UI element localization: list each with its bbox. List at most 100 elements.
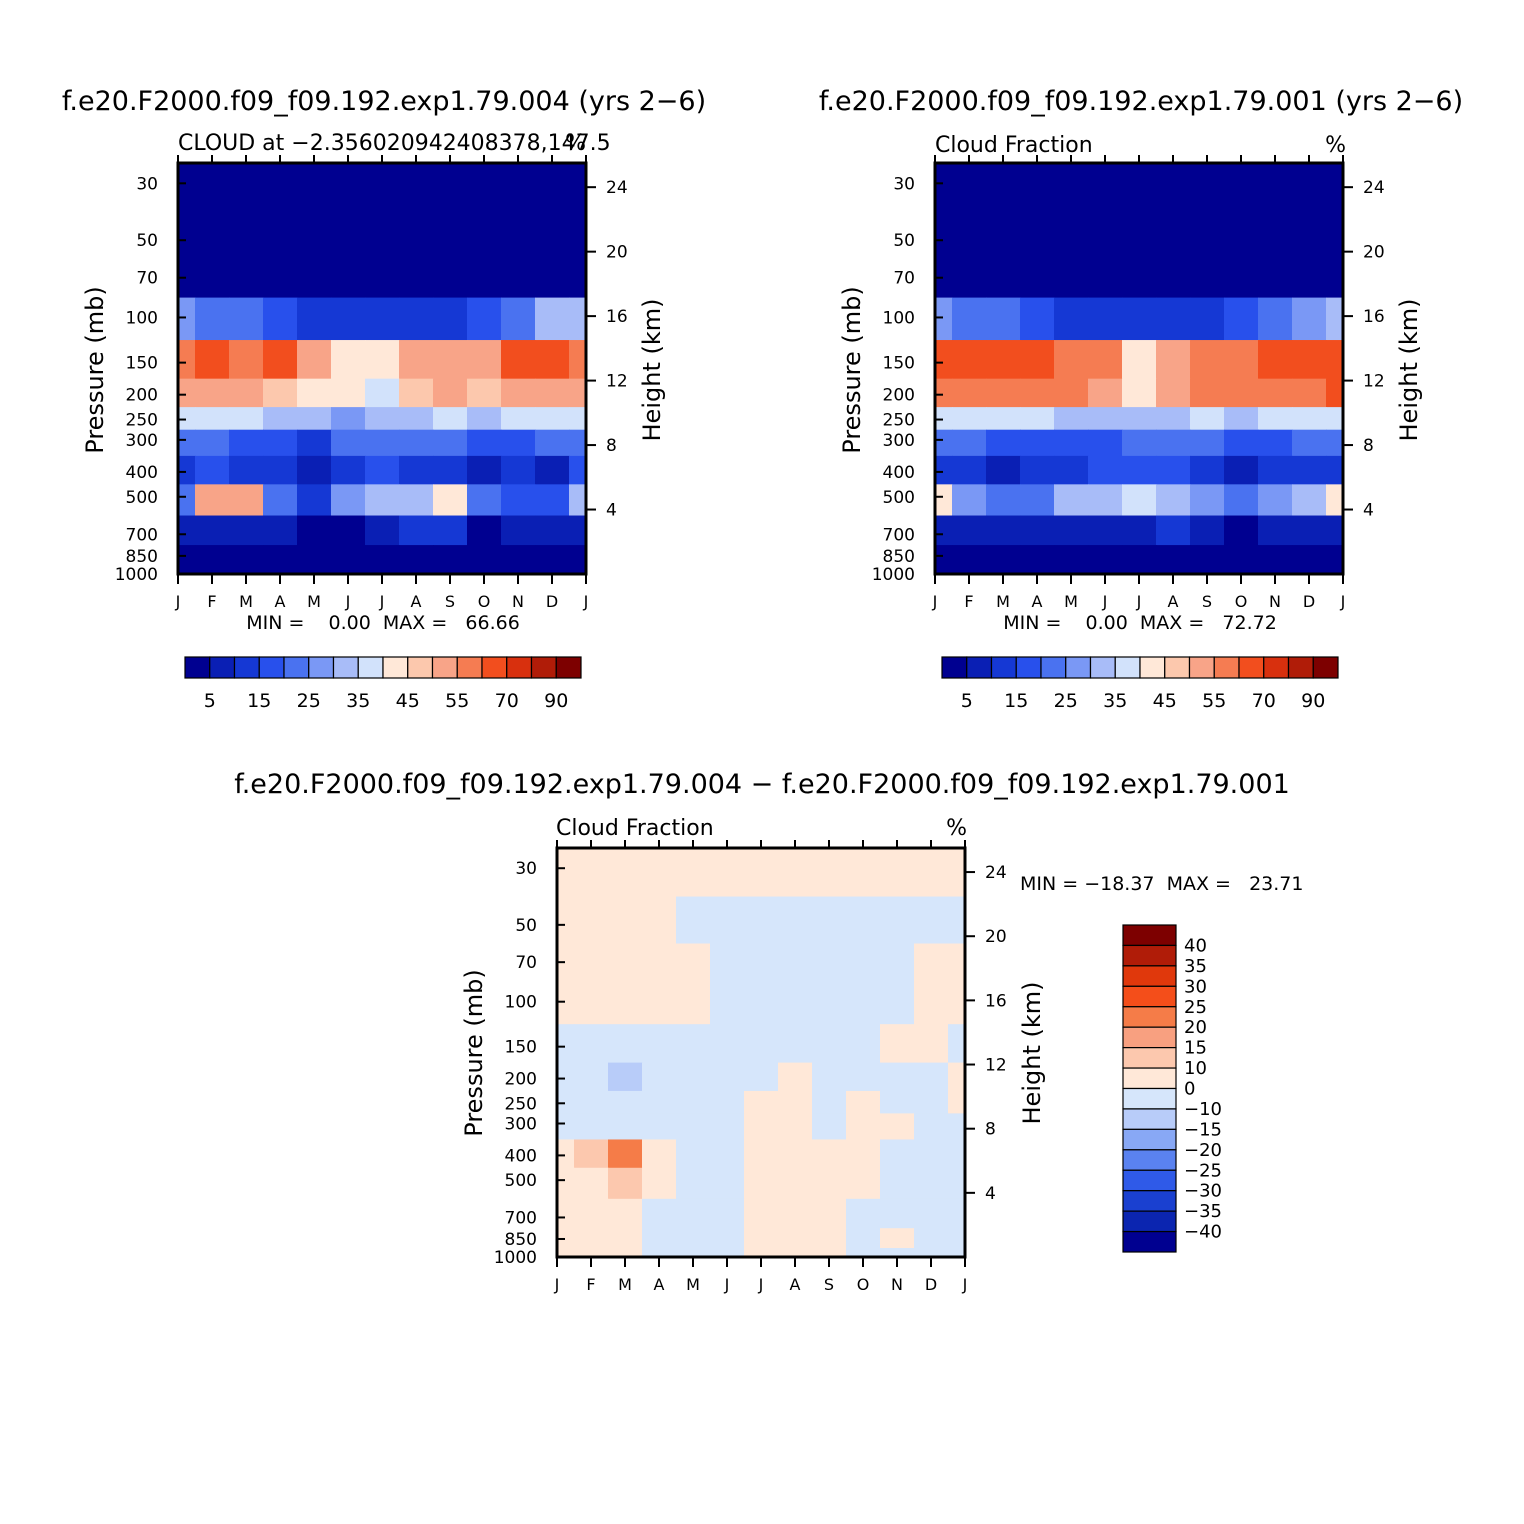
contour-cell <box>365 378 400 408</box>
month-tick-label: J <box>1136 592 1142 611</box>
contour-cell <box>1122 515 1157 546</box>
contour-cell <box>812 1113 847 1141</box>
contour-cell <box>744 1062 779 1092</box>
contour-cell <box>744 1139 779 1169</box>
contour-cell <box>535 340 570 380</box>
contour-cell <box>1020 163 1055 213</box>
height-tick-label: 16 <box>606 307 628 327</box>
contour-cell <box>1156 429 1191 457</box>
colorbar-swatch <box>506 656 533 679</box>
contour-cell <box>1156 484 1191 517</box>
month-tick-label: A <box>411 592 422 611</box>
colorbar-swatch <box>481 656 508 679</box>
contour-cell <box>948 1198 966 1229</box>
contour-cell <box>846 896 881 945</box>
contour-cell <box>365 297 400 341</box>
pressure-tick-label: 500 <box>505 1171 537 1191</box>
contour-cell <box>433 340 468 380</box>
contour-cell <box>642 981 677 1025</box>
contour-cell <box>557 1228 575 1249</box>
contour-cell <box>569 297 587 341</box>
contour-cell <box>535 484 570 517</box>
contour-cell <box>880 943 915 983</box>
contour-cell <box>365 429 400 457</box>
contour-cell <box>1292 378 1327 408</box>
contour-cell <box>744 981 779 1025</box>
contour-cell <box>1122 378 1157 408</box>
contour-cell <box>1156 378 1191 408</box>
contour-cell <box>535 455 570 485</box>
month-tick-label: J <box>932 592 938 611</box>
contour-cell <box>1224 340 1259 380</box>
contour-cell <box>744 1024 779 1064</box>
month-tick-label: J <box>554 1275 560 1294</box>
colorbar-swatch <box>1213 656 1240 679</box>
contour-cell <box>1326 455 1344 485</box>
contour-cell <box>467 429 502 457</box>
month-tick-label: S <box>824 1275 834 1294</box>
contour-cell <box>778 981 813 1025</box>
contour-cell <box>880 1228 915 1249</box>
contour-cell <box>1020 455 1055 485</box>
contour-cell <box>195 211 230 260</box>
colorbar-swatch <box>1122 1087 1177 1110</box>
contour-cell <box>1224 429 1259 457</box>
contour-cell <box>935 258 953 299</box>
contour-cell <box>178 211 196 260</box>
contour-cell <box>557 1113 575 1141</box>
contour-cell <box>608 1062 643 1092</box>
contour-cell <box>778 1024 813 1064</box>
contour-cell <box>297 211 332 260</box>
contour-cell <box>608 1247 643 1258</box>
contour-cell <box>467 297 502 341</box>
contour-cell <box>676 1198 711 1229</box>
month-tick-label: J <box>1340 592 1346 611</box>
contour-cell <box>952 564 987 575</box>
contour-cell <box>880 1024 915 1064</box>
colorbar-label: 15 <box>247 690 271 712</box>
units-label: % <box>1325 133 1346 158</box>
month-tick-label: A <box>1168 592 1179 611</box>
colorbar-label: 20 <box>1184 1017 1207 1038</box>
colorbar-swatch <box>407 656 434 679</box>
contour-cell <box>263 297 298 341</box>
contour-cell <box>569 515 587 546</box>
units-label: % <box>565 131 586 156</box>
contour-cell <box>178 515 196 546</box>
contour-cell <box>1292 429 1327 457</box>
contour-cell <box>935 163 953 213</box>
contour-cell <box>778 1247 813 1258</box>
contour-cell <box>297 455 332 485</box>
contour-cell <box>178 297 196 341</box>
contour-cell <box>642 1062 677 1092</box>
contour-cell <box>935 515 953 546</box>
month-tick-label: M <box>1064 592 1078 611</box>
contour-cell <box>1122 340 1157 380</box>
contour-cell <box>467 211 502 260</box>
colorbar-label: −20 <box>1184 1140 1222 1161</box>
contour-cell <box>846 1024 881 1064</box>
colorbar-swatch <box>332 656 359 679</box>
contour-cell <box>846 943 881 983</box>
contour-cell <box>812 1228 847 1249</box>
contour-cell <box>569 163 587 213</box>
contour-cell <box>195 297 230 341</box>
contour-cell <box>676 981 711 1025</box>
contour-cell <box>399 564 434 575</box>
month-tick-label: J <box>175 592 181 611</box>
colorbar-swatch <box>357 656 384 679</box>
contour-cell <box>952 258 987 299</box>
colorbar-swatch <box>1122 1047 1177 1069</box>
pressure-tick-label: 70 <box>893 269 915 289</box>
contour-cell <box>1088 545 1123 566</box>
contour-cell <box>263 564 298 575</box>
contour-cell <box>986 564 1021 575</box>
height-axis-label: Height (km) <box>1018 982 1046 1125</box>
contour-cell <box>1326 515 1344 546</box>
contour-cell <box>399 378 434 408</box>
contour-cell <box>1258 545 1293 566</box>
contour-cell <box>1020 297 1055 341</box>
contour-cell <box>263 455 298 485</box>
